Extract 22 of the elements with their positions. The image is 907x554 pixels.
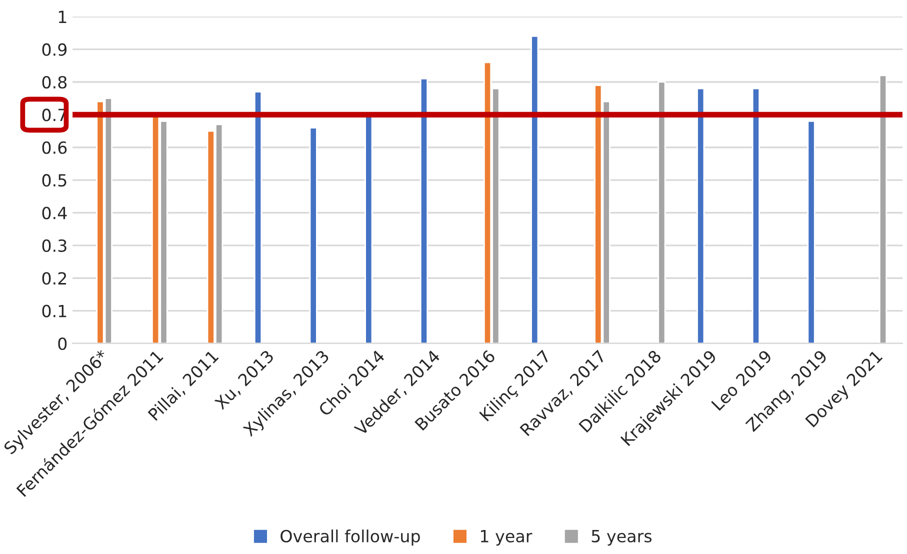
y-tick-label: 0.1	[42, 304, 66, 318]
legend-label: Overall follow-up	[280, 530, 420, 546]
bar	[420, 78, 428, 344]
bar	[254, 91, 262, 344]
y-tick-label: 0.2	[42, 272, 66, 285]
bar	[696, 88, 705, 344]
legend-label: 5 years	[592, 530, 652, 546]
y-tick-label: 0	[58, 337, 67, 350]
bar	[309, 127, 318, 344]
y-tick-label: 0.4	[42, 206, 67, 220]
bar	[530, 36, 539, 344]
y-tick-label: 1	[58, 10, 66, 23]
y-tick-label: 0.9	[42, 43, 67, 56]
bar	[658, 81, 666, 344]
y-tick-label: 0.3	[42, 239, 66, 252]
bar	[878, 74, 888, 344]
bar	[807, 120, 816, 344]
y-tick-label: 0.5	[42, 174, 66, 187]
y-tick-label: 0.8	[42, 76, 67, 89]
bar	[752, 88, 760, 344]
legend-label: 1 year	[480, 530, 532, 546]
y-tick-label: 0.6	[42, 141, 67, 154]
